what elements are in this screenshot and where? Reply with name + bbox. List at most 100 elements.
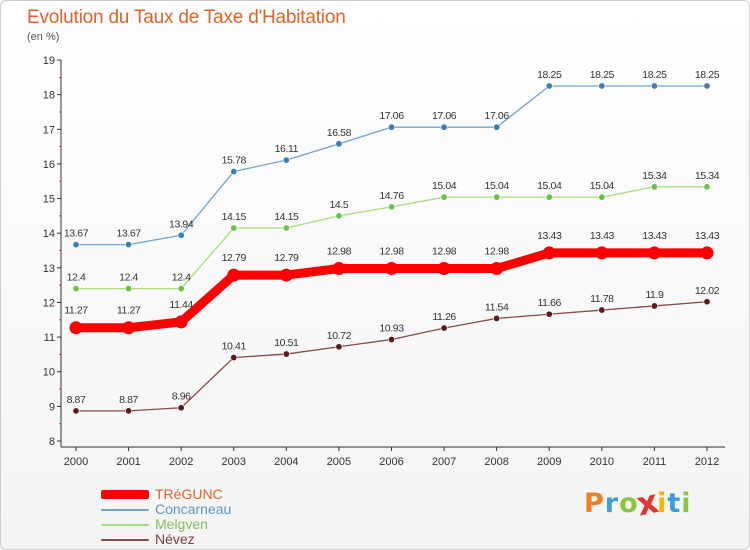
data-point (545, 82, 553, 90)
data-point (387, 336, 395, 344)
data-label: 12.98 (327, 246, 352, 258)
data-point (230, 224, 238, 232)
logo-letter: t (667, 488, 682, 519)
data-label: 12.98 (485, 246, 510, 258)
series-line-névez (75, 301, 708, 412)
data-label: 14.15 (274, 211, 299, 223)
y-tick-label: 17 (43, 124, 55, 136)
data-point (598, 82, 606, 90)
data-label: 15.04 (537, 180, 562, 192)
data-point (598, 306, 606, 314)
x-tick-label: 2002 (169, 456, 193, 468)
data-point (703, 298, 711, 306)
logo-letter: o (619, 488, 639, 519)
y-tick-label: 10 (43, 367, 55, 379)
logo-letter: i (657, 488, 668, 519)
chart-legend: TRéGUNC Concarneau Melgven Névez (101, 487, 231, 547)
data-point (437, 262, 451, 276)
data-label: 10.41 (222, 341, 247, 353)
data-point (174, 315, 188, 329)
logo-letter: r (604, 488, 620, 519)
data-label: 11.44 (169, 299, 193, 311)
data-label: 13.67 (116, 228, 141, 240)
data-label: 18.25 (642, 69, 667, 81)
data-point (69, 321, 83, 335)
logo-letter: P (584, 488, 605, 519)
data-point (595, 246, 609, 260)
data-label: 14.15 (222, 211, 247, 223)
data-point (177, 404, 185, 412)
data-label: 12.4 (172, 272, 191, 284)
data-label: 12.79 (274, 252, 299, 264)
data-point (335, 343, 343, 351)
data-label: 12.98 (379, 246, 404, 258)
data-label: 18.25 (695, 69, 720, 81)
y-tick-label: 13 (43, 263, 55, 275)
legend-item: Concarneau (101, 502, 231, 517)
x-tick-label: 2008 (484, 456, 508, 468)
legend-label: Concarneau (155, 501, 232, 517)
data-label: 15.04 (432, 180, 457, 192)
data-point (545, 193, 553, 201)
data-point (440, 324, 448, 332)
data-point (650, 82, 658, 90)
data-label: 14.76 (379, 190, 404, 202)
data-label: 13.67 (64, 228, 89, 240)
data-label: 13.43 (537, 230, 562, 242)
legend-swatch (101, 523, 149, 526)
legend-label: Melgven (155, 516, 208, 532)
data-point (125, 407, 133, 415)
data-point (598, 193, 606, 201)
x-tick-label: 2000 (64, 456, 88, 468)
y-tick-label: 11 (44, 332, 55, 344)
data-label: 8.87 (119, 394, 138, 406)
data-label: 15.34 (642, 170, 667, 182)
data-point (230, 168, 238, 176)
data-label: 11.27 (64, 305, 88, 317)
data-label: 11.26 (432, 311, 456, 323)
legend-swatch (101, 508, 149, 511)
data-point (282, 224, 290, 232)
x-tick-label: 2009 (537, 456, 561, 468)
data-label: 11.9 (645, 289, 664, 301)
data-point (700, 246, 714, 260)
data-label: 12.02 (695, 285, 720, 297)
data-label: 15.34 (695, 170, 720, 182)
legend-item: Névez (101, 532, 231, 547)
data-point (279, 268, 293, 282)
data-label: 13.43 (642, 230, 667, 242)
data-point (125, 285, 133, 293)
y-tick-label: 9 (49, 401, 55, 413)
data-label: 12.4 (67, 272, 86, 284)
x-tick-label: 2005 (327, 456, 351, 468)
proxiti-logo: Proxiti (584, 483, 692, 524)
data-point (72, 241, 80, 249)
data-label: 8.96 (172, 391, 191, 403)
data-label: 13.43 (590, 230, 615, 242)
y-tick-label: 16 (43, 159, 55, 171)
x-tick-label: 2003 (222, 456, 246, 468)
data-point (177, 285, 185, 293)
data-label: 13.43 (695, 230, 720, 242)
data-point (387, 123, 395, 131)
data-label: 8.87 (67, 394, 86, 406)
data-point (72, 285, 80, 293)
data-point (647, 246, 661, 260)
data-label: 15.78 (222, 155, 247, 167)
data-point (703, 183, 711, 191)
data-label: 11.66 (538, 297, 562, 309)
data-point (545, 310, 553, 318)
chart-title: Evolution du Taux de Taxe d'Habitation (27, 7, 346, 28)
data-label: 12.79 (222, 252, 247, 264)
x-tick-label: 2006 (379, 456, 403, 468)
data-point (332, 262, 346, 276)
y-tick-label: 18 (43, 90, 55, 102)
legend-item: Melgven (101, 517, 231, 532)
x-tick-label: 2001 (116, 456, 140, 468)
data-point (490, 262, 504, 276)
y-tick-label: 19 (43, 55, 55, 67)
data-label: 12.4 (119, 272, 138, 284)
data-point (650, 302, 658, 310)
data-point (177, 231, 185, 239)
